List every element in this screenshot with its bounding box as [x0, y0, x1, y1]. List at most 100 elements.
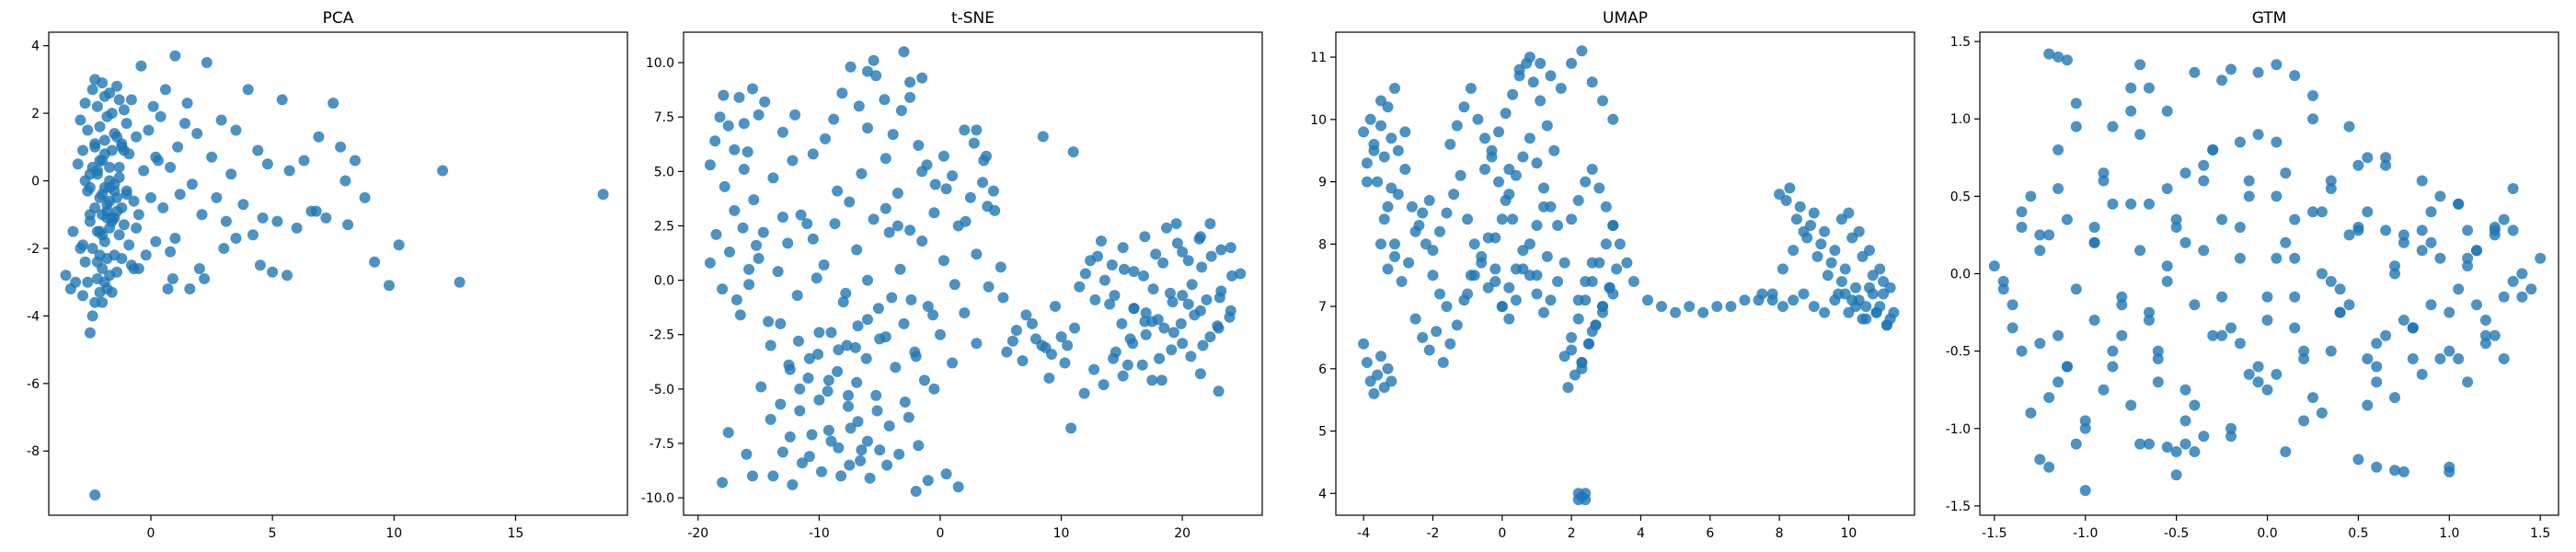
y-tick-label: -2 — [27, 242, 40, 257]
scatter-point — [359, 191, 371, 203]
scatter-point — [837, 296, 849, 308]
scatter-point — [734, 309, 746, 321]
scatter-point — [1055, 331, 1067, 343]
x-tick-label: 0.0 — [2257, 526, 2277, 541]
scatter-point — [2380, 224, 2392, 236]
scatter-point — [2334, 283, 2346, 295]
scatter-point — [1194, 368, 1206, 380]
scatter-point — [1988, 260, 2000, 272]
scatter-point — [2316, 268, 2328, 280]
scatter-point — [704, 159, 716, 171]
scatter-point — [905, 293, 917, 305]
scatter-point — [743, 263, 755, 275]
scatter-point — [121, 185, 132, 197]
scatter-point — [825, 327, 837, 339]
scatter-point — [1089, 293, 1101, 305]
scatter-point — [2325, 183, 2337, 194]
panel-title: GTM — [2252, 9, 2287, 28]
scatter-point — [1864, 282, 1875, 293]
scatter-point — [722, 120, 734, 132]
scatter-point — [787, 478, 799, 490]
scatter-point — [2416, 175, 2428, 187]
scatter-point — [2271, 252, 2283, 264]
scatter-point — [1204, 218, 1216, 230]
scatter-point — [922, 475, 934, 487]
scatter-point — [1513, 63, 1525, 75]
scatter-point — [2280, 446, 2292, 457]
scatter-point — [2070, 121, 2082, 132]
scatter-point — [1739, 294, 1751, 306]
scatter-point — [1562, 382, 1574, 394]
scatter-point — [313, 131, 325, 143]
scatter-point — [2425, 236, 2437, 248]
scatter-point — [836, 87, 848, 99]
scatter-point — [2271, 368, 2283, 380]
scatter-point — [730, 293, 742, 305]
scatter-point — [801, 218, 813, 230]
scatter-point — [104, 181, 116, 193]
scatter-point — [215, 114, 227, 126]
scatter-point — [1860, 301, 1872, 313]
scatter-point — [2134, 59, 2146, 71]
scatter-point — [1455, 169, 1466, 181]
y-tick-label: 0.5 — [1950, 190, 1971, 204]
scatter-point — [940, 183, 952, 195]
scatter-point — [2416, 224, 2428, 236]
y-tick-label: -0.5 — [1946, 345, 1971, 360]
scatter-point — [2079, 485, 2091, 497]
scatter-point — [218, 243, 230, 254]
scatter-point — [2398, 466, 2409, 477]
scatter-point — [2243, 368, 2255, 380]
scatter-point — [776, 446, 788, 458]
scatter-point — [1062, 339, 1074, 351]
scatter-point — [1822, 270, 1834, 282]
scatter-point — [2307, 392, 2318, 404]
scatter-point — [1586, 76, 1598, 88]
scatter-point — [2079, 415, 2091, 427]
scatter-point — [2389, 268, 2400, 280]
scatter-point — [1593, 182, 1605, 194]
scatter-point — [98, 134, 110, 146]
y-tick-label: 4 — [1318, 487, 1327, 501]
scatter-point — [753, 252, 765, 264]
scatter-point — [1600, 201, 1612, 213]
scatter-point — [803, 451, 815, 463]
panel-title: t-SNE — [951, 9, 995, 28]
scatter-point — [2471, 299, 2482, 311]
scatter-point — [237, 199, 249, 211]
scatter-point — [913, 140, 925, 151]
axes-frame — [683, 31, 1263, 516]
scatter-point — [1580, 494, 1592, 506]
scatter-point — [1104, 298, 1116, 310]
scatter-point — [2088, 222, 2100, 233]
scatter-point — [2144, 438, 2155, 450]
axes-frame — [1979, 31, 2559, 516]
scatter-point — [393, 239, 405, 251]
scatter-point — [983, 281, 995, 293]
scatter-point — [1121, 359, 1133, 371]
scatter-point — [1235, 268, 1247, 280]
scatter-point — [851, 376, 863, 388]
scatter-point — [1417, 207, 1429, 219]
scatter-point — [1572, 294, 1584, 306]
x-tick-label: 0.5 — [2348, 526, 2368, 541]
scatter-point — [1465, 83, 1477, 94]
scatter-point — [97, 77, 109, 89]
scatter-point — [1372, 176, 1384, 188]
x-tick-label: 1.5 — [2530, 526, 2550, 541]
scatter-point — [844, 459, 856, 471]
x-tick-label: -20 — [687, 526, 708, 541]
scatter-point — [1843, 306, 1855, 318]
scatter-point — [737, 222, 749, 234]
scatter-point — [860, 352, 872, 364]
scatter-point — [196, 209, 208, 221]
scatter-point — [1780, 194, 1792, 206]
scatter-point — [254, 259, 266, 271]
scatter-point — [128, 195, 140, 207]
scatter-point — [369, 256, 381, 268]
scatter-point — [1375, 120, 1386, 132]
scatter-point — [2179, 236, 2191, 248]
scatter-point — [1572, 313, 1584, 325]
scatter-point — [113, 94, 125, 106]
scatter-point — [2380, 159, 2392, 171]
